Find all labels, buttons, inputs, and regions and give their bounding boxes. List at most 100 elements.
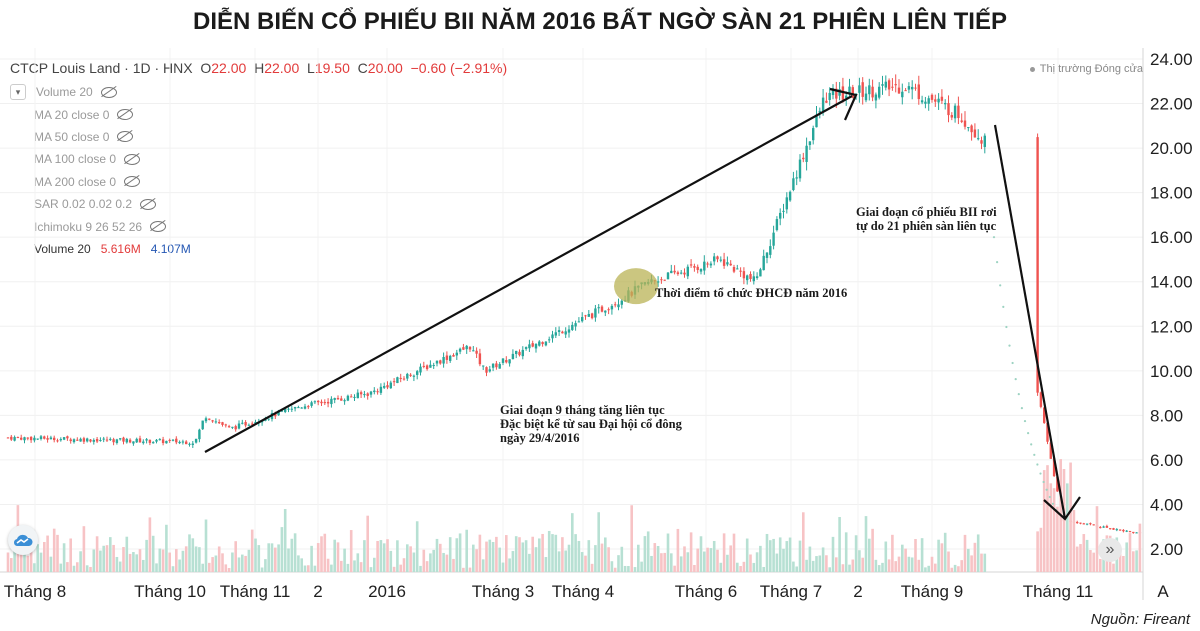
volume-bar — [435, 538, 439, 572]
volume-bar — [673, 565, 676, 572]
candle-body — [861, 82, 864, 97]
volume-bar — [46, 535, 49, 572]
candle-body — [297, 407, 300, 409]
volume-bar — [399, 564, 402, 572]
volume-bar — [495, 536, 498, 572]
volume-bar — [818, 555, 822, 572]
candle-body — [488, 369, 491, 372]
candle-body — [792, 178, 795, 191]
candle-body — [99, 440, 102, 442]
candle-body — [293, 406, 297, 409]
symbol-name[interactable]: CTCP Louis Land · 1D · HNX — [10, 60, 193, 76]
candle-body — [798, 159, 802, 179]
volume-bar — [214, 555, 218, 572]
volume-bar — [19, 553, 23, 572]
candle-body — [518, 351, 521, 356]
volume-bar — [448, 537, 452, 572]
volume-bar — [676, 528, 680, 572]
candle-body — [1102, 526, 1105, 528]
candle-body — [287, 408, 290, 410]
volume-bar — [613, 567, 617, 572]
eye-off-icon[interactable] — [100, 86, 117, 98]
volume-bar — [481, 559, 485, 572]
indicator-ichimoku[interactable]: Ichimoku 9 26 52 26 — [10, 215, 191, 237]
candle-body — [524, 347, 528, 349]
candle-body — [326, 401, 330, 404]
volume-bar — [1056, 506, 1059, 572]
indicator-ma20[interactable]: MA 20 close 0 — [10, 103, 191, 125]
fall-trend-arrow — [993, 124, 1067, 520]
candle-body — [234, 426, 237, 430]
indicator-volume20[interactable]: ▾ Volume 20 — [10, 81, 191, 103]
x-tick-label: 2 — [853, 582, 862, 601]
volume-bar — [389, 550, 393, 572]
candle-body — [194, 438, 198, 443]
volume-bar — [967, 548, 970, 572]
eye-off-icon[interactable] — [150, 221, 167, 233]
candle-body — [251, 423, 254, 425]
eye-off-icon[interactable] — [117, 131, 134, 143]
volume-bar — [274, 547, 277, 572]
volume-bar — [462, 567, 465, 572]
candle-body — [917, 84, 920, 100]
volume-bar — [99, 550, 102, 572]
candle-body — [122, 437, 125, 442]
floor-session-dot — [1036, 463, 1039, 466]
volume-bar — [1052, 488, 1056, 572]
indicator-ma200[interactable]: MA 200 close 0 — [10, 171, 191, 193]
candle-body — [772, 232, 775, 246]
volume-bar — [782, 548, 785, 572]
candle-body — [89, 439, 92, 442]
rise-line-2: Đặc biệt kể từ sau Đại hội cổ đông — [500, 417, 682, 431]
double-chevron-right-icon[interactable]: » — [1098, 538, 1122, 562]
volume-bar — [864, 516, 868, 572]
candle-body — [973, 129, 977, 138]
volume-bar — [752, 562, 756, 572]
volume-bar — [1118, 550, 1122, 572]
candle-body — [363, 394, 366, 396]
volume-bar — [412, 552, 416, 572]
candle-body — [353, 396, 356, 398]
candle-body — [937, 98, 940, 103]
volume-bar — [703, 551, 706, 572]
candle-body — [155, 439, 158, 442]
candle-body — [604, 310, 607, 313]
candle-body — [340, 398, 343, 401]
eye-off-icon[interactable] — [124, 176, 141, 188]
volume-bar — [798, 540, 802, 572]
candle-body — [699, 269, 703, 272]
volume-bar — [646, 531, 650, 572]
volume-bar — [227, 567, 231, 572]
candle-body — [152, 442, 155, 444]
volume-bar — [1128, 533, 1132, 572]
indicator-ma50[interactable]: MA 50 close 0 — [10, 126, 191, 148]
candle-body — [383, 386, 386, 388]
cloud-logo-icon[interactable] — [8, 525, 38, 555]
floor-session-dot — [1051, 502, 1054, 505]
volume-bar — [382, 543, 386, 572]
eye-off-icon[interactable] — [140, 198, 157, 210]
candle-body — [911, 86, 914, 90]
candle-body — [620, 300, 623, 305]
candle-body — [548, 339, 551, 341]
volume-bar — [458, 533, 462, 572]
volume-bar — [313, 565, 317, 572]
chevron-down-icon[interactable]: ▾ — [10, 84, 26, 101]
volume-bar — [739, 565, 742, 572]
floor-session-dot — [1005, 325, 1008, 329]
volume-bar — [557, 551, 561, 572]
candle-body — [1049, 442, 1052, 459]
indicator-ma100[interactable]: MA 100 close 0 — [10, 148, 191, 170]
eye-off-icon[interactable] — [117, 109, 134, 121]
eye-off-icon[interactable] — [124, 153, 141, 165]
candle-body — [716, 256, 719, 260]
volume-bar — [848, 564, 851, 572]
candle-body — [128, 439, 132, 443]
volume-bar — [323, 533, 327, 572]
candle-body — [838, 89, 841, 96]
volume-bar — [148, 517, 152, 572]
indicator-sar[interactable]: SAR 0.02 0.02 0.2 — [10, 193, 191, 215]
candle-body — [680, 272, 683, 274]
volume-bar — [745, 538, 749, 572]
